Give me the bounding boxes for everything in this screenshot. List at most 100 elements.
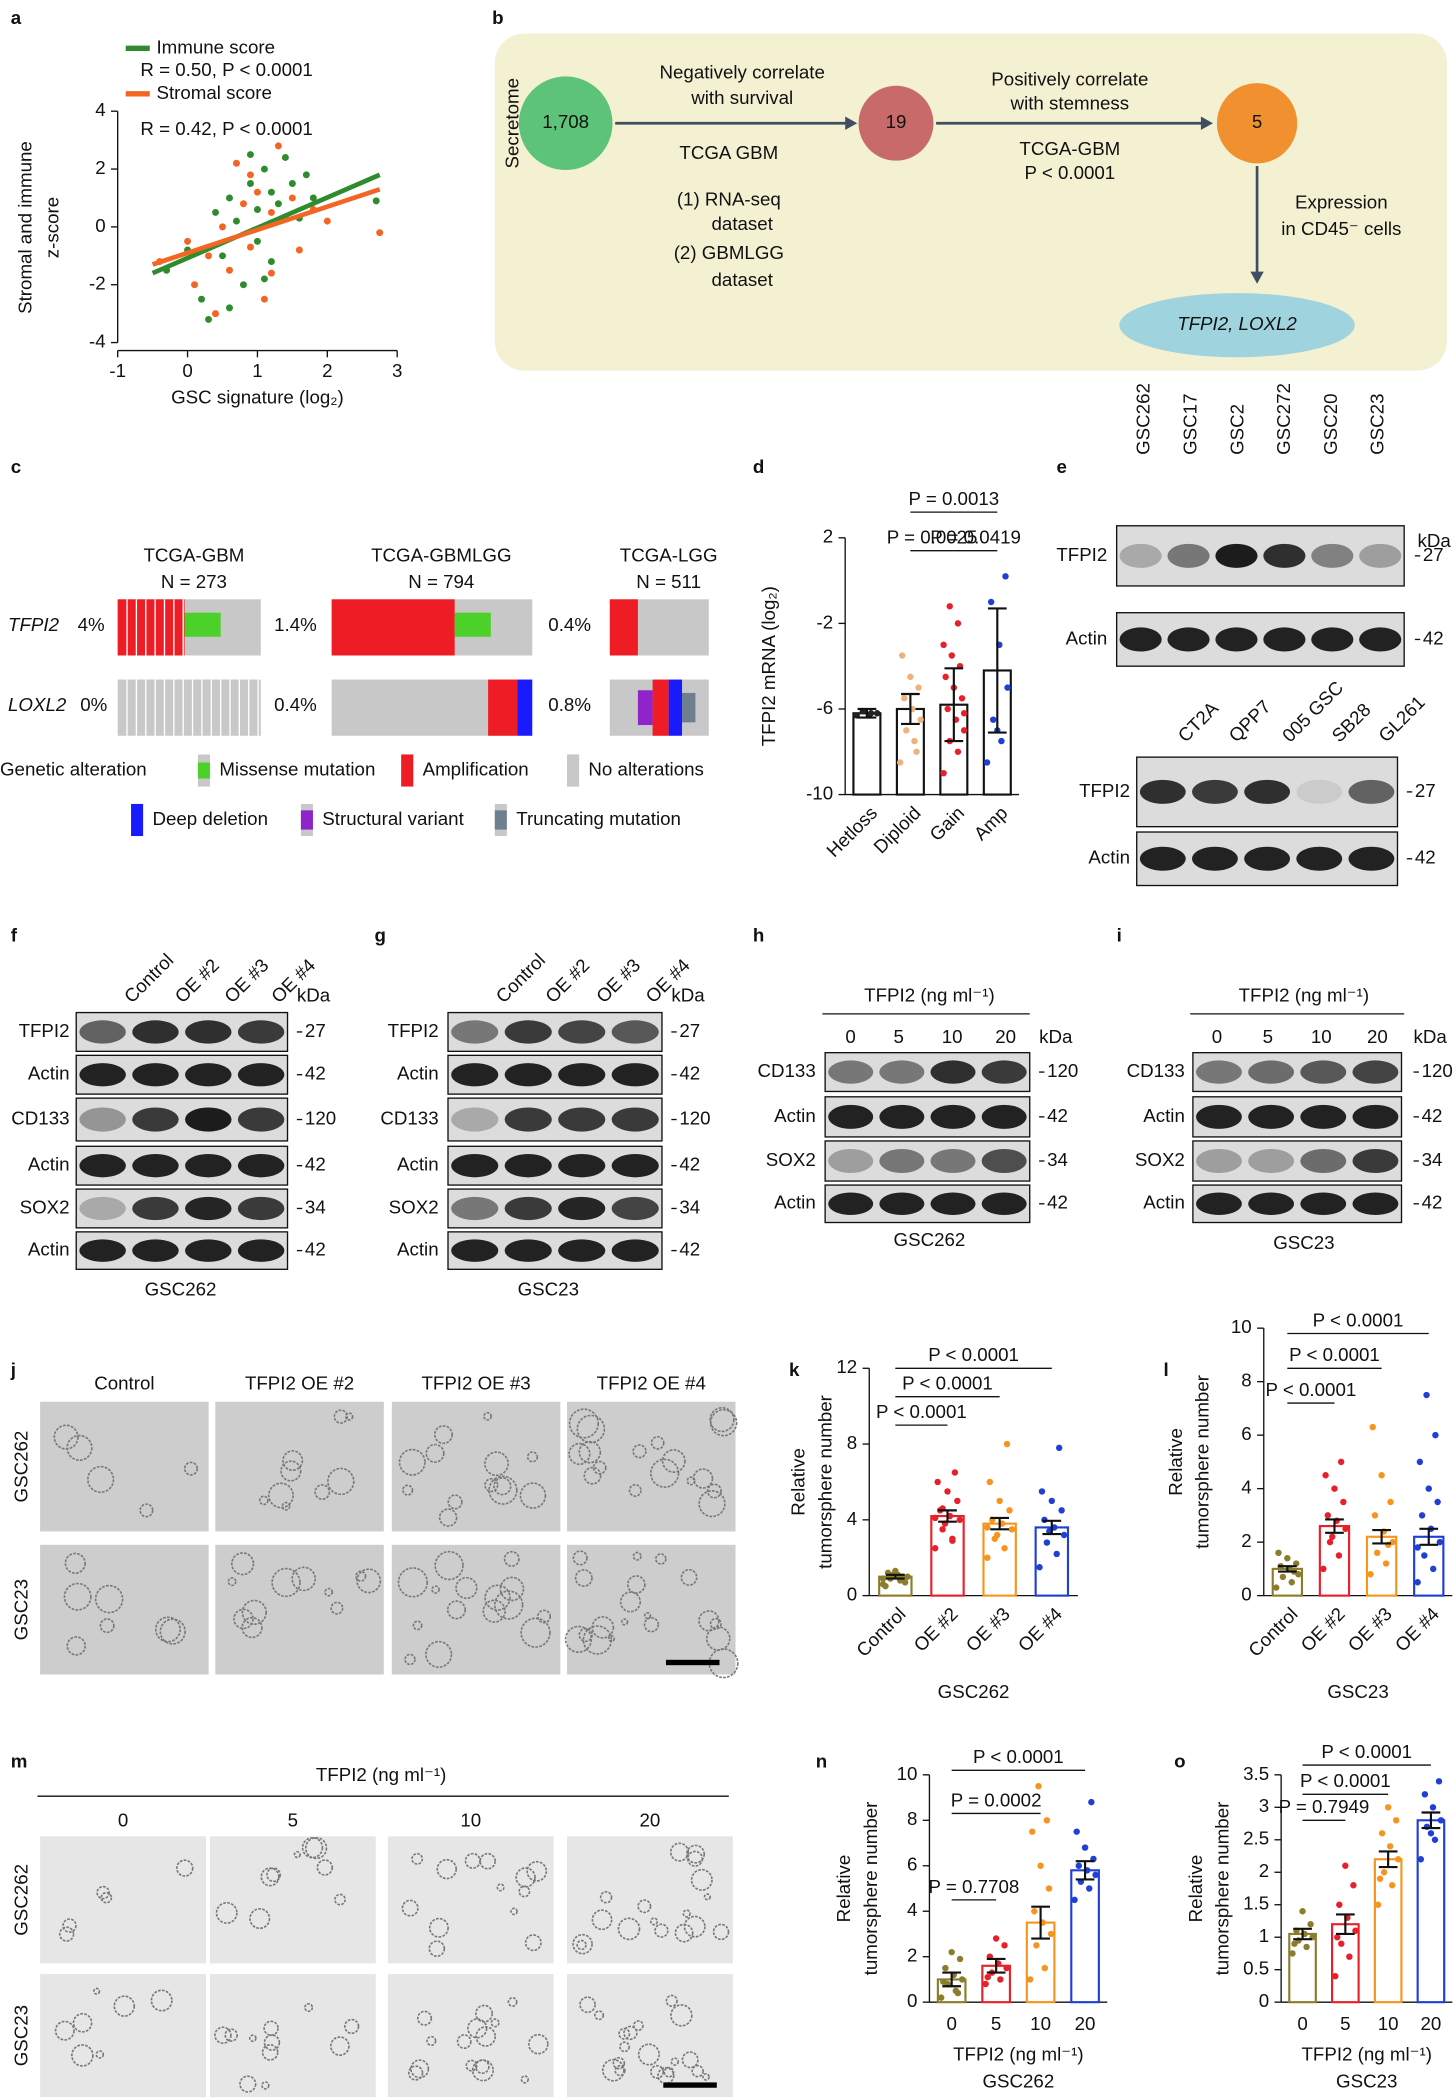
band	[1244, 779, 1291, 804]
sphere	[183, 1461, 199, 1476]
band	[79, 1239, 126, 1262]
band	[504, 1063, 552, 1087]
point	[1435, 1778, 1443, 1785]
band	[611, 1020, 659, 1044]
point	[1031, 1908, 1038, 1915]
point	[1350, 1882, 1357, 1889]
oncoprint-cell	[488, 679, 518, 736]
sphere	[304, 1836, 328, 1860]
point	[998, 737, 1005, 745]
point	[901, 1579, 909, 1586]
point	[1048, 1497, 1056, 1505]
point	[1003, 1440, 1011, 1448]
label: 4%	[78, 614, 105, 635]
sphere	[520, 1617, 551, 1648]
point	[1291, 1940, 1298, 1947]
sphere	[515, 1867, 536, 1888]
band	[185, 1020, 232, 1044]
label: TFPI2 (ng ml⁻¹)	[316, 1764, 447, 1785]
point	[253, 188, 261, 196]
size-label: 42	[1422, 1192, 1443, 1213]
sphere	[614, 2065, 626, 2077]
band	[981, 1104, 1027, 1129]
point	[946, 603, 953, 610]
point	[1055, 1444, 1063, 1452]
size-label: 42	[679, 1154, 700, 1175]
x-tick-label: Hetloss	[822, 802, 881, 861]
row-label: TFPI2	[19, 1020, 70, 1041]
point	[267, 188, 275, 196]
micrograph	[567, 1401, 736, 1532]
node	[518, 76, 613, 171]
band	[611, 1196, 659, 1221]
band	[1119, 627, 1162, 652]
y-axis-label: z-score	[41, 197, 62, 258]
band	[451, 1196, 499, 1221]
point	[989, 716, 997, 723]
point	[1006, 1507, 1013, 1514]
label: TFPI2, LOXL2	[1177, 313, 1297, 334]
row-label: Actin	[774, 1192, 816, 1213]
x-tick-label: 0	[1297, 2013, 1307, 2034]
sphere	[214, 2026, 232, 2045]
point	[903, 727, 910, 734]
label: 0%	[80, 694, 107, 715]
point	[267, 208, 275, 216]
sphere	[632, 1551, 642, 1561]
point	[949, 1537, 956, 1544]
y-tick-label: 0	[907, 1990, 917, 2011]
point	[939, 1526, 946, 1533]
sphere	[496, 1883, 505, 1892]
band	[451, 1020, 499, 1044]
error-bar	[944, 667, 964, 743]
legend-swatch	[197, 762, 210, 779]
sphere	[411, 1852, 424, 1865]
band	[132, 1239, 179, 1262]
x-tick-label: Diploid	[869, 802, 924, 857]
panel-label: o	[1174, 1751, 1185, 1772]
point	[951, 1469, 959, 1476]
sphere	[99, 1618, 115, 1634]
sphere	[665, 1994, 678, 2007]
oncoprint-cell	[637, 690, 653, 726]
sphere	[330, 2036, 350, 2056]
sphere	[66, 1636, 87, 1656]
micrograph	[391, 1544, 561, 1675]
sphere	[612, 2056, 626, 2070]
row-label: Actin	[397, 1239, 439, 1260]
y-tick-label: 2	[1259, 1860, 1269, 1881]
point	[960, 727, 968, 734]
annotation: P < 0.0001	[1300, 1770, 1391, 1791]
size-label: 27	[305, 1020, 326, 1041]
band	[1196, 1148, 1242, 1174]
lane-label: 0	[845, 1026, 855, 1047]
point	[1416, 1458, 1424, 1466]
error-bar	[990, 1516, 1010, 1531]
annotation: P < 0.0001	[928, 1344, 1019, 1365]
point	[376, 229, 384, 237]
band	[504, 1196, 552, 1221]
result-ellipse	[1119, 293, 1355, 358]
point	[1073, 1828, 1080, 1835]
band	[79, 1107, 126, 1132]
point	[253, 206, 261, 214]
point	[956, 1955, 964, 1963]
point	[260, 295, 268, 303]
panel-label: i	[1117, 924, 1122, 945]
panel-label: g	[374, 924, 385, 945]
size-label: 120	[1047, 1060, 1078, 1081]
row-label: Actin	[397, 1063, 439, 1084]
point	[212, 310, 219, 318]
band	[79, 1063, 126, 1087]
blot-background	[1115, 525, 1405, 587]
annotation: P < 0.0001	[1266, 1379, 1357, 1400]
sphere	[674, 1923, 694, 1943]
point	[944, 1488, 951, 1495]
column-label: TFPI2 OE #2	[245, 1372, 354, 1393]
annotation: P = 0.0025	[887, 527, 978, 548]
arrow-head	[1250, 271, 1264, 284]
point	[931, 1514, 939, 1522]
node-label: 5	[1252, 111, 1262, 132]
sphere	[176, 1859, 194, 1877]
